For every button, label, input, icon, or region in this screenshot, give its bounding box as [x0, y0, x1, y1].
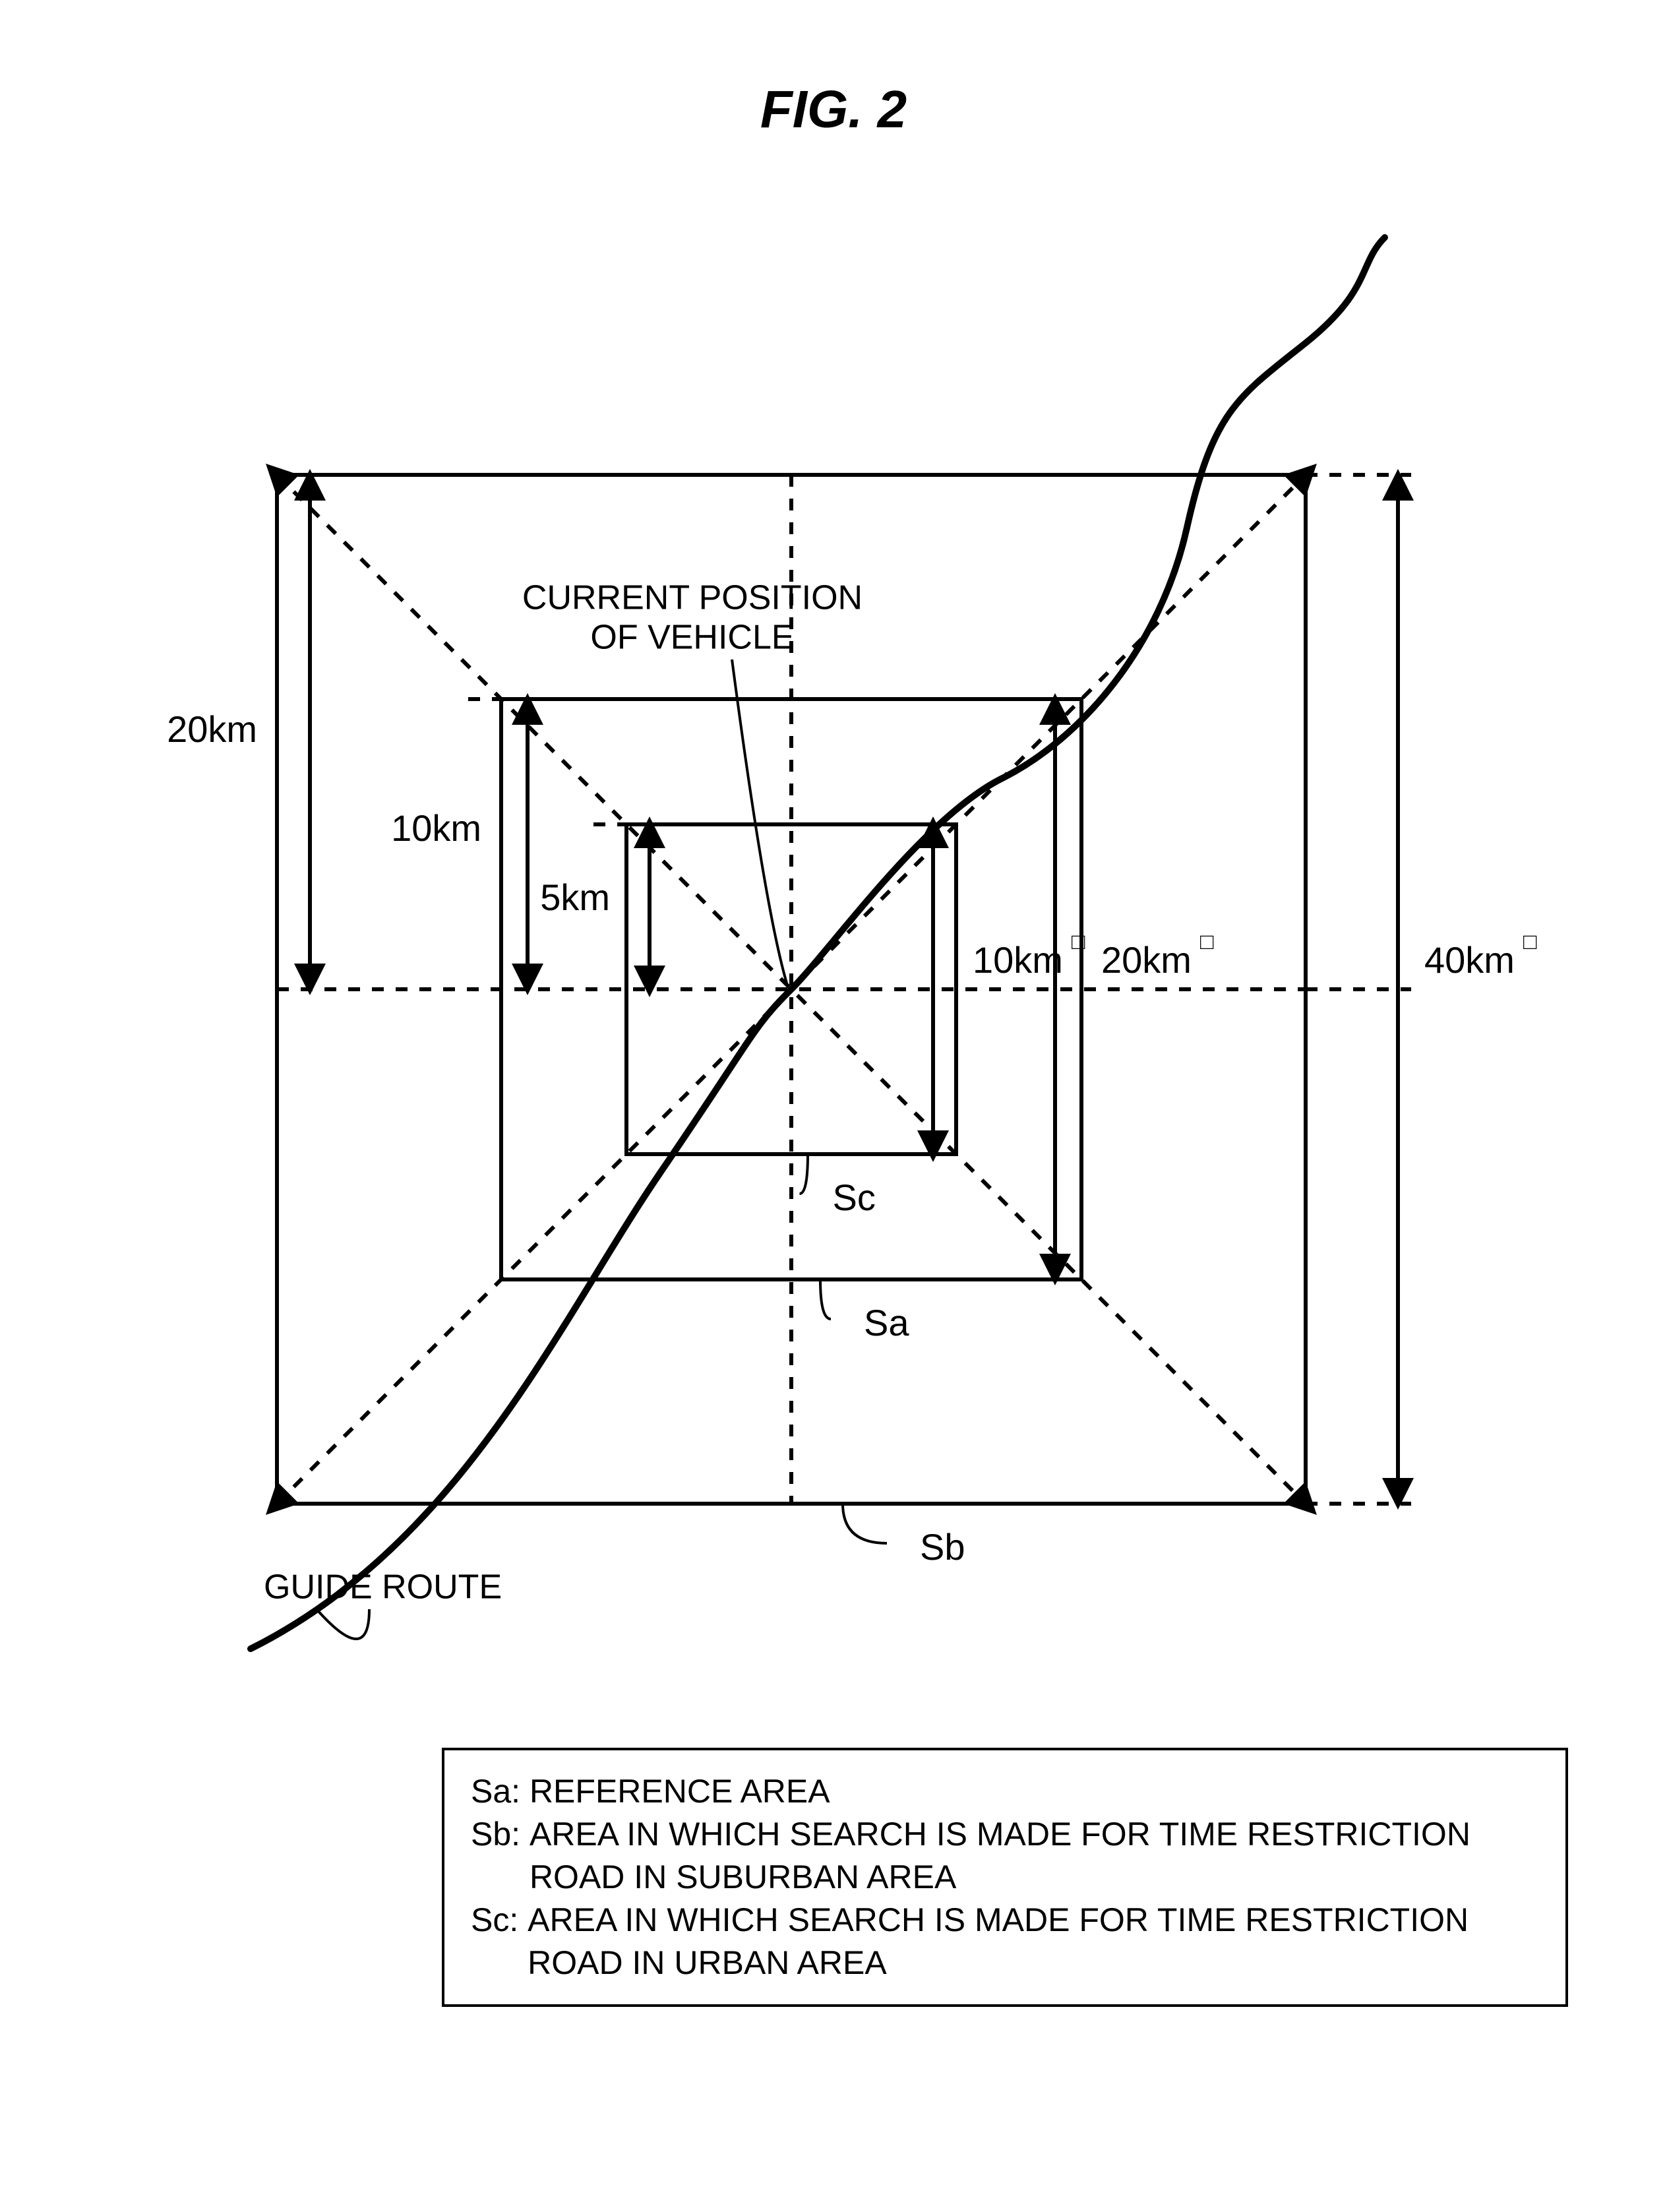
label-20km-left: 20km: [167, 708, 257, 750]
label-sa: Sa: [864, 1302, 909, 1343]
label-sc-pointer: [800, 1154, 808, 1194]
label-current-position-2: OF VEHICLE: [590, 619, 794, 657]
sq-20km: □: [1200, 929, 1214, 954]
label-sb-pointer: [843, 1504, 887, 1543]
label-current-position-1: CURRENT POSITION: [522, 579, 863, 617]
guide-route-curve: [251, 237, 1385, 1649]
label-5km-left: 5km: [540, 876, 610, 918]
legend-val-sc: AREA IN WHICH SEARCH IS MADE FOR TIME RE…: [528, 1899, 1539, 1984]
legend-key-sa: Sa:: [471, 1770, 530, 1813]
legend-key-sc: Sc:: [471, 1899, 528, 1984]
label-10km-left: 10km: [391, 807, 481, 849]
legend-box: Sa: REFERENCE AREA Sb: AREA IN WHICH SEA…: [442, 1748, 1568, 2007]
legend-row-sb: Sb: AREA IN WHICH SEARCH IS MADE FOR TIM…: [471, 1813, 1539, 1899]
label-40km-right: 40km: [1424, 939, 1515, 981]
label-10km-right: 10km: [973, 939, 1063, 981]
label-sa-pointer: [820, 1279, 831, 1319]
label-guide-route: GUIDE ROUTE: [264, 1568, 502, 1607]
label-sb: Sb: [920, 1526, 965, 1568]
sq-40km: □: [1523, 929, 1537, 954]
legend-val-sb: AREA IN WHICH SEARCH IS MADE FOR TIME RE…: [530, 1813, 1539, 1899]
legend-key-sb: Sb:: [471, 1813, 530, 1899]
guide-route-pointer: [317, 1609, 369, 1639]
legend-row-sc: Sc: AREA IN WHICH SEARCH IS MADE FOR TIM…: [471, 1899, 1539, 1984]
label-20km-right: 20km: [1101, 939, 1192, 981]
page: FIG. 2 20km10km5km10km□20km□40km□ScSaSbC…: [0, 0, 1667, 2212]
legend-row-sa: Sa: REFERENCE AREA: [471, 1770, 1539, 1813]
label-sc: Sc: [833, 1177, 876, 1218]
legend-val-sa: REFERENCE AREA: [530, 1770, 830, 1813]
sq-10km: □: [1072, 929, 1085, 954]
